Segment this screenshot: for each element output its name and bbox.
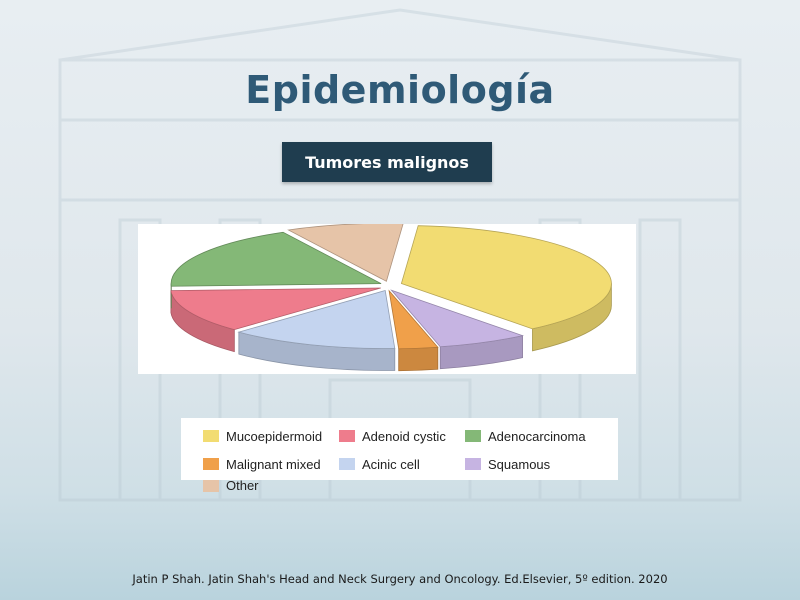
legend-swatch: [203, 458, 219, 470]
pie-slice-squamous: [390, 289, 525, 348]
legend-swatch: [465, 430, 481, 442]
legend-label: Adenocarcinoma: [488, 428, 586, 444]
legend-label: Malignant mixed: [226, 456, 321, 472]
pie-slice-other: [287, 222, 404, 282]
legend-swatch: [465, 458, 481, 470]
legend-item-adenocarcinoma: Adenocarcinoma: [465, 422, 625, 450]
chart-legend: Mucoepidermoid Adenoid cystic Adenocarcino…: [181, 418, 618, 493]
slide-title: Epidemiología: [245, 68, 555, 112]
legend-swatch: [339, 430, 355, 442]
pie-slice-acinic-cell: [237, 289, 396, 349]
pie-slice-side-malignant-mixed: [398, 346, 439, 372]
legend-item-adenoid-cystic: Adenoid cystic: [339, 422, 465, 450]
legend-label: Squamous: [488, 456, 551, 472]
legend-item-malignant-mixed: Malignant mixed: [203, 450, 339, 478]
legend-swatch: [203, 430, 219, 442]
legend-label: Acinic cell: [362, 456, 420, 472]
legend-item-squamous: Squamous: [465, 450, 625, 478]
pie-slice-malignant-mixed: [388, 289, 439, 350]
pie-slice-adenocarcinoma: [170, 231, 382, 287]
chart-panel: [138, 222, 636, 374]
pie-chart: [170, 222, 612, 372]
subtitle-badge: Tumores malignos: [282, 142, 492, 182]
legend-item-mucoepidermoid: Mucoepidermoid: [203, 422, 339, 450]
pie-slice-mucoepidermoid: [400, 225, 612, 330]
legend-swatch: [203, 479, 219, 492]
legend-label: Other: [226, 478, 259, 493]
citation-text: Jatin P Shah. Jatin Shah's Head and Neck…: [132, 572, 668, 586]
legend-item-acinic-cell: Acinic cell: [339, 450, 465, 478]
legend-label: Mucoepidermoid: [226, 428, 323, 444]
legend-label: Adenoid cystic: [362, 428, 446, 444]
legend-item-other: Other: [203, 478, 339, 493]
pie-slice-adenoid-cystic: [170, 287, 381, 331]
legend-swatch: [339, 458, 355, 470]
